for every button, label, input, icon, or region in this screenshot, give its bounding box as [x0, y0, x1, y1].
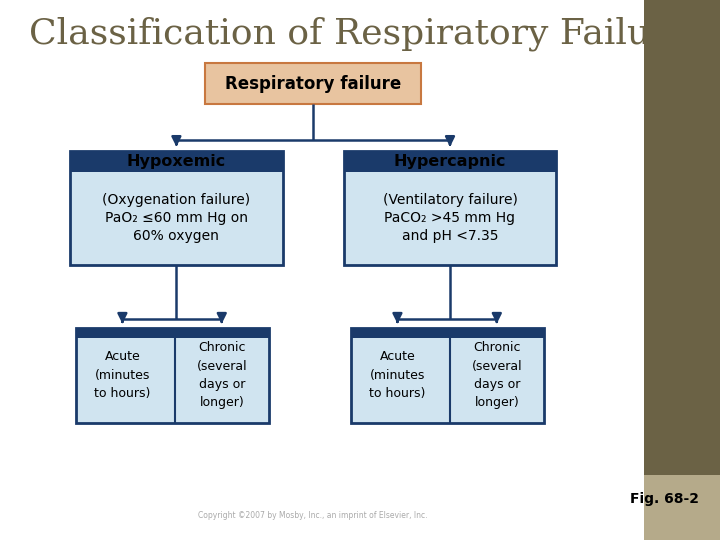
Text: 60% oxygen: 60% oxygen [133, 229, 220, 243]
Text: (minutes: (minutes [95, 369, 150, 382]
Bar [71, 151, 282, 265]
Text: (several: (several [472, 360, 522, 373]
Text: Hypercapnic: Hypercapnic [394, 154, 506, 169]
Bar [205, 63, 421, 104]
Bar [351, 328, 544, 422]
Text: Fig. 68-2: Fig. 68-2 [630, 492, 699, 507]
Bar [351, 328, 544, 338]
Text: Copyright ©2007 by Mosby, Inc., an imprint of Elsevier, Inc.: Copyright ©2007 by Mosby, Inc., an impri… [199, 511, 428, 520]
Text: PaO₂ ≤60 mm Hg on: PaO₂ ≤60 mm Hg on [105, 211, 248, 225]
Text: Respiratory failure: Respiratory failure [225, 75, 401, 93]
Text: Chronic: Chronic [198, 341, 246, 354]
Text: days or: days or [199, 378, 245, 391]
Text: Classification of Respiratory Failure: Classification of Respiratory Failure [29, 16, 688, 51]
Text: (Oxygenation failure): (Oxygenation failure) [102, 193, 251, 207]
Text: to hours): to hours) [369, 387, 426, 400]
Bar [76, 328, 269, 338]
Bar [644, 475, 720, 540]
Text: (minutes: (minutes [370, 369, 425, 382]
Text: PaCO₂ >45 mm Hg: PaCO₂ >45 mm Hg [384, 211, 516, 225]
Bar [644, 0, 720, 475]
Text: and pH <7.35: and pH <7.35 [402, 229, 498, 243]
Text: days or: days or [474, 378, 520, 391]
Bar [76, 328, 269, 422]
Text: Acute: Acute [379, 350, 415, 363]
Bar [344, 151, 556, 172]
Text: longer): longer) [199, 396, 244, 409]
Text: (Ventilatory failure): (Ventilatory failure) [382, 193, 518, 207]
Text: longer): longer) [474, 396, 519, 409]
Text: (several: (several [197, 360, 247, 373]
Bar [71, 151, 282, 172]
Text: to hours): to hours) [94, 387, 150, 400]
Text: Acute: Acute [104, 350, 140, 363]
Text: Chronic: Chronic [473, 341, 521, 354]
Bar [344, 151, 556, 265]
Text: Hypoxemic: Hypoxemic [127, 154, 226, 169]
